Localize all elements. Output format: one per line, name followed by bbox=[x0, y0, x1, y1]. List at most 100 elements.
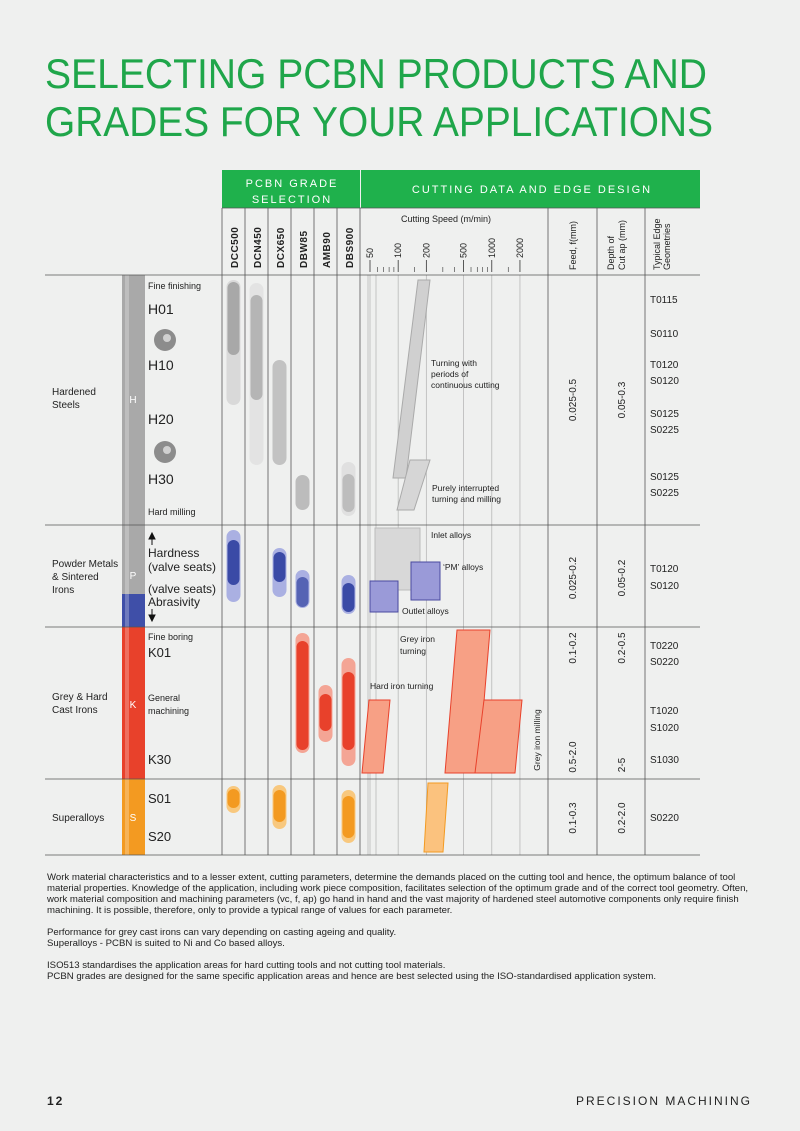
depth-value: 0.2-2.0 bbox=[617, 802, 628, 834]
depth-value: 0.2-0.5 bbox=[617, 632, 628, 664]
insert-icon bbox=[163, 446, 171, 454]
note-block: ISO513 standardises the application area… bbox=[47, 960, 757, 982]
column-label: Geometries bbox=[662, 223, 672, 270]
grade-range-core bbox=[319, 694, 332, 731]
geometry: S0220 bbox=[650, 657, 679, 668]
annotation: periods of bbox=[431, 369, 469, 379]
speed-tick-label: 1000 bbox=[487, 238, 497, 258]
annotation: Grey iron bbox=[400, 634, 435, 644]
grade-range-core bbox=[342, 672, 355, 750]
geometry: S0125 bbox=[650, 409, 679, 420]
sub-label: S20 bbox=[148, 829, 171, 844]
sub-label: (valve seats) bbox=[148, 582, 216, 596]
grade-range-core bbox=[342, 474, 355, 512]
material-letter: K bbox=[130, 700, 137, 711]
material-bar bbox=[122, 627, 145, 779]
grade-range bbox=[295, 475, 310, 510]
annotation: Turning with bbox=[431, 358, 477, 368]
speed-label: Cutting Speed (m/min) bbox=[401, 214, 491, 224]
material-bar-strip bbox=[125, 525, 129, 627]
geometry: T0120 bbox=[650, 360, 679, 371]
column-label: Typical Edge bbox=[652, 218, 662, 270]
sub-label: S01 bbox=[148, 791, 171, 806]
annotation: Inlet alloys bbox=[431, 530, 471, 540]
grade-range-core bbox=[296, 641, 309, 750]
geometry: S0225 bbox=[650, 425, 679, 436]
depth-value: 2-5 bbox=[617, 757, 628, 772]
geometry: S0220 bbox=[650, 813, 679, 824]
column-label: Depth of bbox=[606, 235, 616, 270]
geometry: S1030 bbox=[650, 755, 679, 766]
grade-label: AMB90 bbox=[322, 232, 333, 268]
grade-label: DCC500 bbox=[230, 227, 241, 268]
grade-label: DCX650 bbox=[276, 227, 287, 268]
sub-label: H01 bbox=[148, 301, 174, 317]
sub-label: General bbox=[148, 693, 180, 703]
feed-value: 0.5-2.0 bbox=[568, 741, 579, 773]
material-bar bbox=[122, 275, 145, 525]
column-label: Feed, f(mm) bbox=[568, 221, 578, 270]
material-name: Steels bbox=[52, 400, 80, 411]
grade-range-core bbox=[342, 796, 355, 838]
sub-label: Abrasivity bbox=[148, 595, 200, 609]
page-number: 12 bbox=[47, 1094, 64, 1108]
column-label: Cut ap (mm) bbox=[617, 220, 627, 270]
material-name: Irons bbox=[52, 585, 74, 596]
note-line: ISO513 standardises the application area… bbox=[47, 960, 446, 971]
geometry: T0120 bbox=[650, 564, 679, 575]
sub-label: (valve seats) bbox=[148, 560, 216, 574]
grade-range-core bbox=[227, 282, 240, 355]
depth-value: 0.05-0.3 bbox=[617, 381, 628, 418]
grade-label: DBS900 bbox=[345, 227, 356, 268]
grade-range bbox=[272, 360, 287, 465]
annotation: Outlet alloys bbox=[402, 606, 449, 616]
section-name: PRECISION MACHINING bbox=[576, 1094, 752, 1108]
note-line: Superalloys - PCBN is suited to Ni and C… bbox=[47, 938, 285, 949]
group-header: PCBN GRADE bbox=[246, 178, 339, 190]
speed-range bbox=[396, 459, 431, 511]
sub-label: Fine finishing bbox=[148, 281, 201, 291]
speed-tick-label: 50 bbox=[365, 248, 375, 258]
annotation: Hard iron turning bbox=[370, 681, 434, 691]
speed-tick-label: 100 bbox=[393, 243, 403, 258]
annotation: turning and milling bbox=[432, 494, 501, 504]
geometry: T0220 bbox=[650, 641, 679, 652]
material-letter: S bbox=[130, 813, 137, 824]
geometry: S0120 bbox=[650, 581, 679, 592]
speed-range bbox=[361, 699, 391, 774]
material-name: Cast Irons bbox=[52, 705, 98, 716]
grade-range-core bbox=[273, 552, 286, 582]
arrow bbox=[148, 609, 156, 623]
group-header: SELECTION bbox=[252, 194, 332, 206]
annotation: continuous cutting bbox=[431, 380, 500, 390]
sub-label: H20 bbox=[148, 411, 174, 427]
sub-label: K30 bbox=[148, 752, 171, 767]
note-line: PCBN grades are designed for the same sp… bbox=[47, 971, 657, 982]
material-name: Grey & Hard bbox=[52, 692, 108, 703]
material-bar-strip bbox=[125, 627, 129, 779]
speed-tick-label: 2000 bbox=[515, 238, 525, 258]
sub-label: Hardness bbox=[148, 546, 199, 560]
geometry: S0225 bbox=[650, 488, 679, 499]
header-band bbox=[361, 170, 700, 208]
geometry: S0120 bbox=[650, 376, 679, 387]
note-block: Performance for grey cast irons can vary… bbox=[47, 927, 757, 949]
grade-range-core bbox=[342, 583, 355, 612]
note-paragraph: Work material characteristics and to a l… bbox=[47, 872, 749, 916]
title-line: SELECTING PCBN PRODUCTS AND bbox=[45, 50, 707, 97]
feed-value: 0.025-0.5 bbox=[568, 378, 579, 421]
geometry: S1020 bbox=[650, 723, 679, 734]
material-bar-strip bbox=[125, 779, 129, 855]
grade-label: DBW85 bbox=[299, 230, 310, 268]
notes: Work material characteristics and to a l… bbox=[47, 872, 757, 993]
sub-label: Fine boring bbox=[148, 632, 193, 642]
material-name: Superalloys bbox=[52, 813, 104, 824]
geometry: S0110 bbox=[650, 329, 679, 340]
annotation: Purely interrupted bbox=[432, 483, 499, 493]
annotation: ‘PM’ alloys bbox=[443, 562, 483, 572]
arrow bbox=[148, 531, 156, 545]
grade-range-core bbox=[296, 577, 309, 607]
annotation: Grey iron milling bbox=[532, 709, 542, 771]
speed-range bbox=[369, 580, 399, 613]
